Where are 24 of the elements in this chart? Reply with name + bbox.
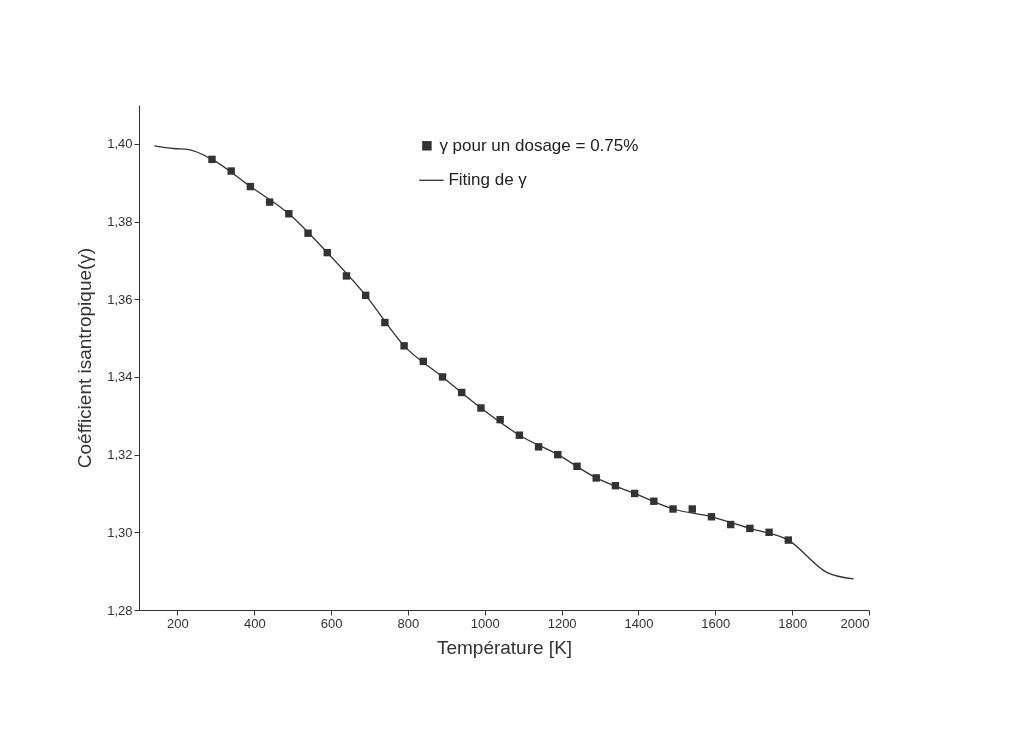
y-tick-label: 1,28 [107, 602, 133, 618]
x-tick-label: 600 [320, 615, 343, 631]
y-tick-label: 1,36 [107, 291, 133, 307]
legend-label: γ pour un dosage = 0.75% [439, 135, 639, 155]
x-tick-label: 1800 [778, 615, 808, 631]
y-tick-label: 1,38 [107, 214, 133, 230]
x-tick-label: 1200 [547, 615, 577, 631]
point [669, 505, 677, 513]
y-tick-label: 1,30 [107, 524, 133, 540]
x-tick-label: 2000 [840, 615, 870, 631]
x-axis-title: Température [K] [436, 636, 573, 658]
x-tick-label: 1000 [470, 615, 500, 631]
y-tick-label: 1,32 [107, 447, 133, 463]
y-axis-title: Coéfficient isantropique(γ) [74, 247, 96, 469]
legend-label: Fiting de γ [448, 170, 528, 190]
x-tick-label: 200 [167, 615, 189, 631]
x-tick-label: 800 [397, 615, 420, 631]
point [688, 505, 696, 513]
x-tick-label: 1600 [701, 615, 731, 631]
x-tick-label: 1400 [624, 615, 654, 631]
y-tick-label: 1,40 [107, 136, 133, 152]
y-tick-label: 1,34 [107, 369, 133, 385]
x-tick-label: 400 [243, 615, 266, 631]
point [477, 404, 485, 412]
